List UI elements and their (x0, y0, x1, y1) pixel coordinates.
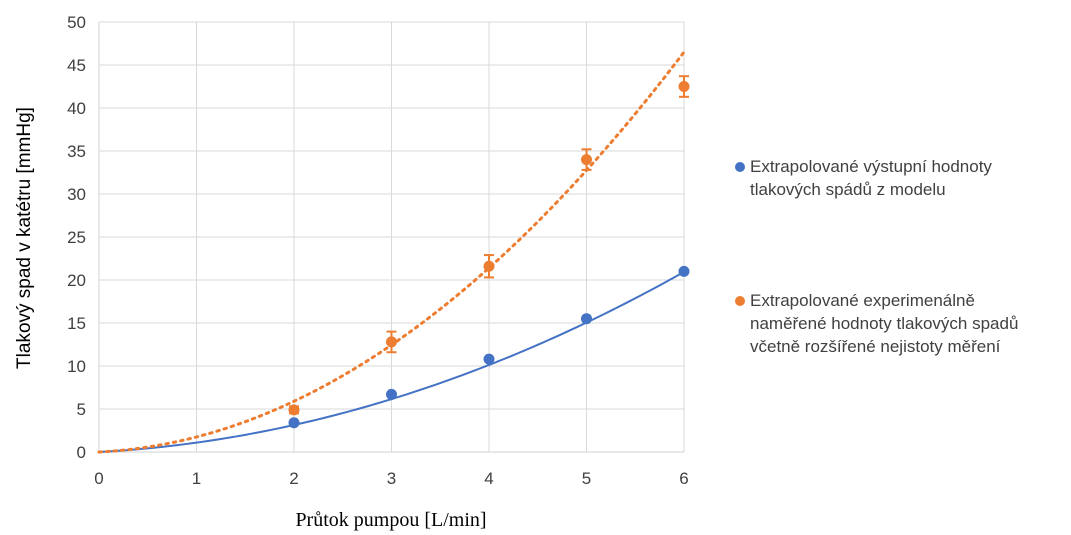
gridlines (99, 21, 685, 452)
y-tick-label: 20 (67, 271, 86, 290)
legend-marker-experiment (735, 296, 745, 306)
y-tick-label: 35 (67, 142, 86, 161)
x-tick-label: 3 (387, 469, 396, 488)
y-tick-label: 45 (67, 56, 86, 75)
x-axis-label: Průtok pumpou [L/min] (295, 509, 486, 531)
y-tick-label: 15 (67, 314, 86, 333)
legend-label-experiment: Extrapolované experimenálně naměřené hod… (750, 291, 1019, 356)
x-tick-label: 4 (484, 469, 493, 488)
y-tick-label: 0 (77, 443, 86, 462)
x-tick-label: 6 (679, 469, 688, 488)
data-point-series-0 (581, 313, 592, 325)
legend-item-experiment: Extrapolované experimenálně naměřené hod… (735, 289, 1055, 358)
x-tick-label: 1 (192, 469, 201, 488)
data-point-series-0 (483, 353, 495, 365)
y-tick-label: 40 (67, 99, 86, 118)
y-tick-label: 50 (67, 13, 86, 32)
data-point-series-1 (678, 81, 690, 92)
x-tick-label: 0 (94, 469, 103, 488)
x-tick-label: 2 (289, 469, 298, 488)
data-point-series-0 (386, 388, 397, 400)
x-tick-label: 5 (582, 469, 591, 488)
legend-marker-model (735, 162, 745, 172)
y-tick-label: 10 (67, 357, 86, 376)
data-point-series-1 (288, 404, 300, 416)
legend-label-model: Extrapolované výstupní hodnoty tlakových… (750, 157, 992, 199)
y-tick-label: 5 (77, 400, 86, 419)
legend-item-model: Extrapolované výstupní hodnoty tlakových… (735, 155, 1055, 201)
data-point-series-1 (483, 260, 495, 272)
data-point-series-1 (386, 336, 397, 348)
data-point-series-0 (678, 265, 690, 277)
y-tick-label: 25 (67, 228, 86, 247)
axes (98, 22, 684, 453)
data-point-series-0 (288, 417, 300, 429)
data-point-series-1 (581, 154, 592, 166)
y-axis-label: Tlakový spad v katétru [mmHg] (14, 107, 35, 369)
data-points (288, 81, 690, 429)
y-tick-label: 30 (67, 185, 86, 204)
